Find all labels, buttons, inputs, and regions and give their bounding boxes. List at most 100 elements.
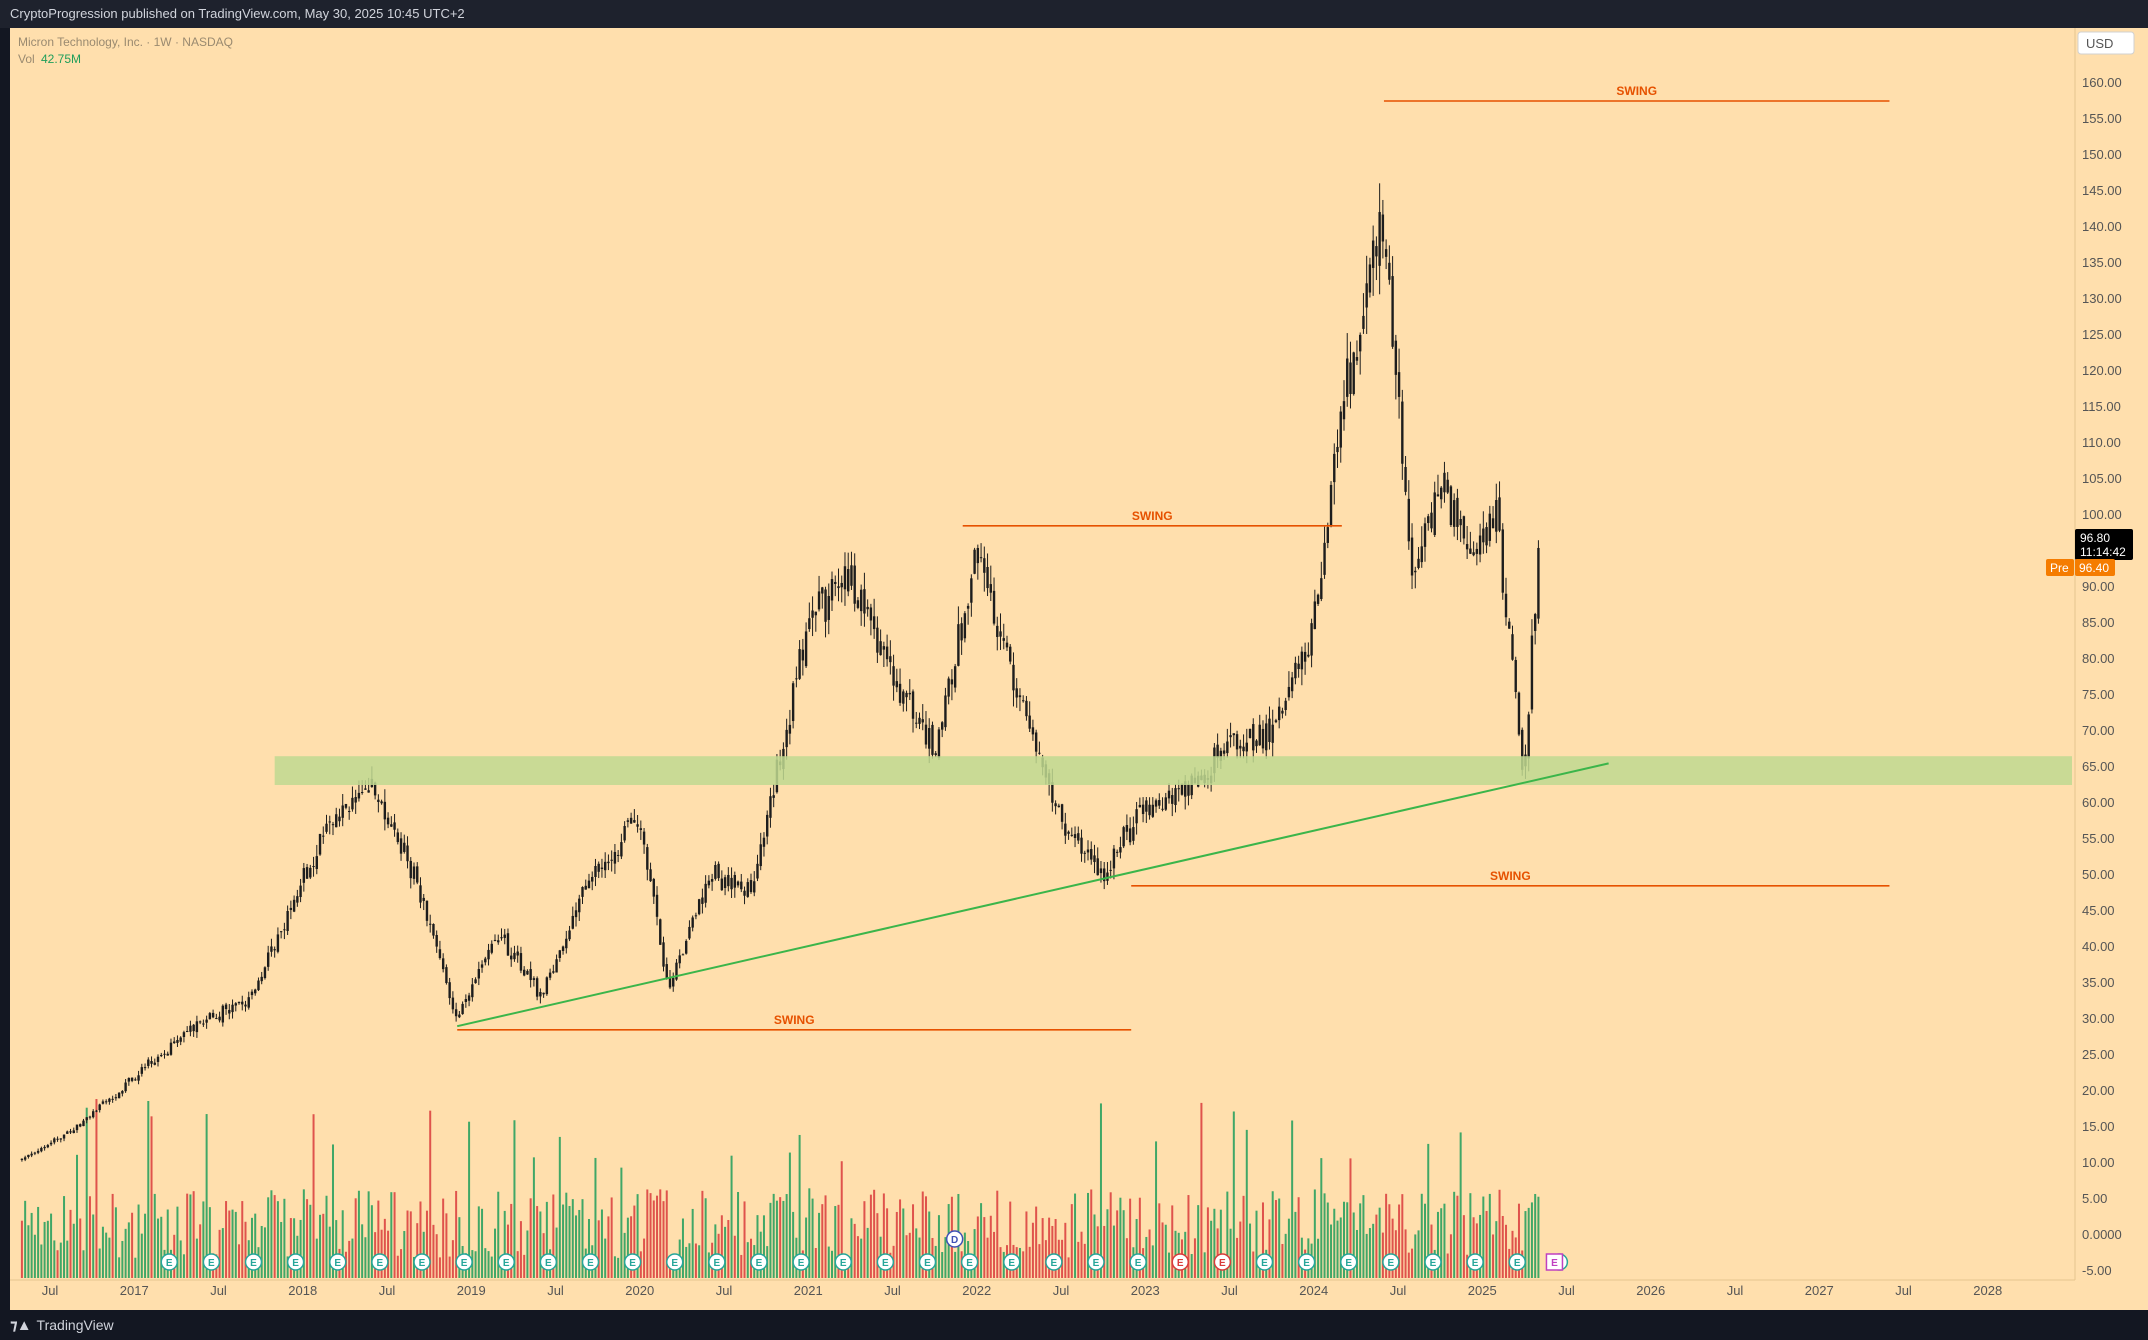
candle-body xyxy=(1005,642,1009,648)
price-axis[interactable]: 160.00 155.00 150.00 145.00 140.00 135.00 130.… xyxy=(2082,75,2122,1278)
candle-body xyxy=(591,876,594,882)
candle-body xyxy=(185,1031,189,1033)
volume-bar xyxy=(1125,1238,1128,1278)
time-tick-label: Jul xyxy=(379,1283,396,1298)
time-tick-label: Jul xyxy=(42,1283,59,1298)
volume-bar xyxy=(513,1120,516,1278)
candle-body xyxy=(1498,497,1501,531)
volume-bar xyxy=(387,1230,390,1278)
volume-bar xyxy=(895,1211,898,1278)
volume-bar xyxy=(270,1190,273,1278)
tradingview-brand: TradingView xyxy=(36,1317,114,1333)
time-tick-label: Jul xyxy=(1221,1283,1238,1298)
candle-body xyxy=(432,923,435,936)
candle-body xyxy=(322,835,325,837)
volume-bar xyxy=(1372,1223,1375,1278)
candle-body xyxy=(717,863,720,879)
candle-body xyxy=(1119,847,1122,853)
time-tick-label: 2021 xyxy=(794,1283,823,1298)
candle-body xyxy=(305,867,309,879)
volume-bar xyxy=(66,1240,69,1278)
candle-body xyxy=(1164,797,1167,810)
candle-body xyxy=(260,976,263,982)
candle-body xyxy=(150,1061,153,1064)
earnings-marker xyxy=(666,1253,684,1271)
price-tick-label: 110.00 xyxy=(2082,435,2121,450)
candle-body xyxy=(869,607,873,621)
price-axis-panel xyxy=(2075,28,2148,1310)
candle-body xyxy=(318,833,322,855)
symbol-legend[interactable]: Micron Technology, Inc. · 1W · NASDAQ xyxy=(18,35,233,49)
candle-body xyxy=(1384,249,1388,257)
candle-body xyxy=(743,890,746,896)
currency-button-bg[interactable] xyxy=(2077,31,2135,55)
earnings-marker xyxy=(329,1253,347,1271)
candle-body xyxy=(736,881,740,886)
volume-bar xyxy=(698,1245,701,1278)
candle-body xyxy=(872,616,876,630)
candle-body xyxy=(1394,340,1398,375)
candle-body xyxy=(202,1023,205,1025)
volume-bar xyxy=(1174,1230,1177,1278)
volume-bar xyxy=(273,1195,276,1278)
volume-bar xyxy=(1122,1210,1125,1278)
candle-body xyxy=(1388,262,1391,280)
candle-body xyxy=(1459,519,1462,526)
candle-body xyxy=(859,589,863,612)
candle-body xyxy=(331,824,335,826)
volume-bar xyxy=(594,1157,597,1278)
volume-bar xyxy=(1294,1211,1297,1278)
volume-bar xyxy=(1459,1132,1462,1278)
volume-bar xyxy=(286,1256,289,1278)
candle-body xyxy=(1368,264,1372,293)
volume-bar xyxy=(1268,1219,1271,1278)
candle-body xyxy=(684,940,688,954)
volume-bar xyxy=(448,1256,451,1278)
volume-bar xyxy=(937,1215,940,1278)
volume-bar xyxy=(124,1228,127,1278)
currency-button[interactable]: USD xyxy=(2086,36,2113,51)
candle-body xyxy=(416,866,419,883)
candle-body xyxy=(1313,601,1317,630)
candle-body xyxy=(286,911,289,932)
candle-body xyxy=(526,970,529,975)
volume-bar xyxy=(24,1200,27,1278)
volume-bar xyxy=(413,1256,416,1278)
time-tick-label: Jul xyxy=(1053,1283,1070,1298)
volume-bar xyxy=(400,1249,403,1278)
candle-body xyxy=(30,1153,33,1156)
earnings-marker-label: E xyxy=(966,1258,973,1269)
volume-bar xyxy=(788,1152,791,1278)
candle-body xyxy=(620,842,623,857)
volume-bar xyxy=(941,1252,944,1278)
volume-bar xyxy=(1291,1120,1294,1278)
candle-body xyxy=(1508,621,1511,629)
volume-bar xyxy=(746,1242,749,1278)
price-tick-label: 55.00 xyxy=(2082,831,2115,846)
volume-bar xyxy=(701,1190,704,1278)
time-axis[interactable]: Jul 2017 Jul 2018 Jul 2019 Jul 2020 Jul 2021 Jul 20… xyxy=(42,1283,2003,1298)
volume-bar xyxy=(409,1211,412,1278)
candle-body xyxy=(1073,834,1077,838)
candle-body xyxy=(1226,741,1229,754)
volume-bar xyxy=(1112,1225,1115,1278)
volume-bar xyxy=(455,1190,458,1278)
time-tick-label: Jul xyxy=(1390,1283,1407,1298)
candle-body xyxy=(166,1053,169,1056)
candle-body xyxy=(1255,740,1258,747)
candle-body xyxy=(1329,484,1333,526)
time-tick-label: Jul xyxy=(1727,1283,1744,1298)
candle-body xyxy=(357,792,361,799)
candle-body xyxy=(931,724,934,755)
volume-bar xyxy=(63,1196,66,1278)
time-tick-label: 2024 xyxy=(1299,1283,1328,1298)
tradingview-logo[interactable]: ⁊▲ TradingView xyxy=(10,1316,114,1334)
bar-countdown: 11:14:42 xyxy=(2080,545,2126,559)
volume-bar xyxy=(976,1216,979,1278)
volume-bar xyxy=(1411,1248,1414,1278)
candle-body xyxy=(1294,662,1297,679)
time-tick-label: Jul xyxy=(884,1283,901,1298)
price-tick-label: 65.00 xyxy=(2082,759,2115,774)
volume-bar xyxy=(1245,1129,1248,1278)
